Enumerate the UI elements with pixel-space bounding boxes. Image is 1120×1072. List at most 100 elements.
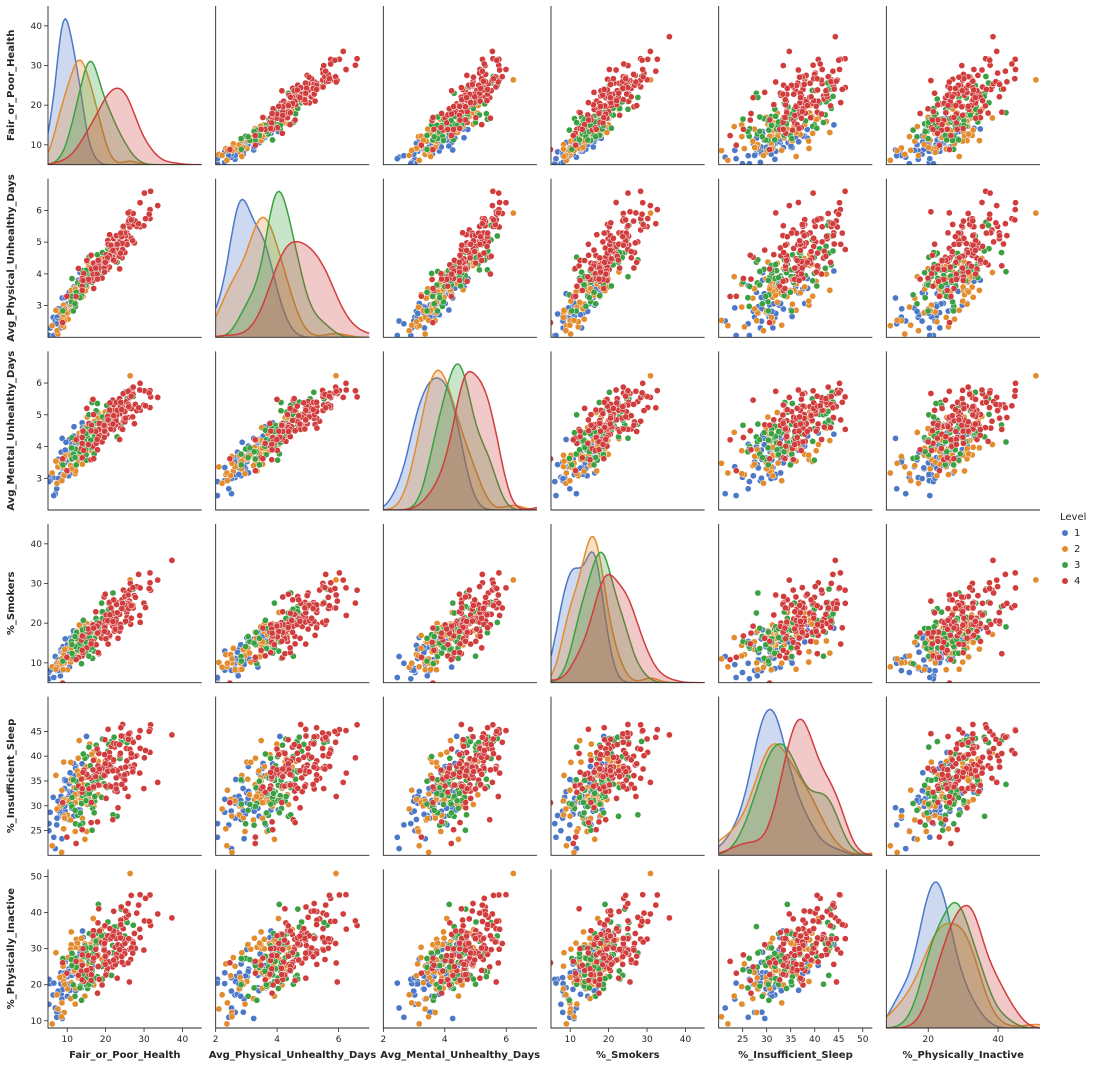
scatter-group [711,870,889,1027]
xtick-label: 20 [100,1035,112,1045]
xtick-label: 50 [857,1035,869,1045]
legend-title: Level [1060,512,1086,523]
panel-r5-c5: 20 40 %_Physically_Inactive [886,869,1040,1061]
xtick-label: 2 [213,1035,219,1045]
panel-r2-c4 [711,343,889,510]
scatter-group [46,870,175,1027]
scatter-group [887,343,1039,498]
panel-r1-c4 [711,167,889,348]
scatter-group [205,343,381,498]
ytick-label: 4 [36,270,42,280]
scatter-group [547,167,672,348]
panel-r3-c4 [711,524,889,686]
legend-swatch [1062,530,1068,536]
xtick-label: 45 [833,1035,844,1045]
xtick-label: 35 [785,1035,796,1045]
panel-r5-c2: 246Avg_Mental_Unhealthy_Days [380,869,545,1061]
ytick-label: 10 [31,659,43,669]
scatter-group [547,343,672,498]
xtick-label: 10 [61,1035,73,1045]
panel-r3-c1 [205,524,381,686]
x-axis-label: %_Insufficient_Sleep [738,1050,852,1061]
pairplot-figure: 10203040Fair_or_Poor_Health3456Avg_Physi… [0,0,1120,1072]
panel-r5-c3: 10 20 30 40 %_Smokers [547,869,704,1061]
panel-r4-c3 [547,680,704,863]
x-axis-label: %_Physically_Inactive [902,1050,1024,1061]
scatter-group [205,557,381,686]
legend-swatch [1062,546,1068,552]
xtick-label: 4 [274,1035,280,1045]
ytick-label: 35 [31,777,42,787]
scatter-group [46,680,175,863]
scatter-group [887,34,1039,167]
pairplot-svg: 10203040Fair_or_Poor_Health3456Avg_Physi… [0,0,1120,1072]
xtick-label: 40 [680,1035,692,1045]
legend: Level1234 [1060,512,1086,587]
scatter-group [887,680,1039,863]
xtick-label: 30 [761,1035,773,1045]
scatter-group [394,167,545,348]
panel-r3-c2 [383,524,544,686]
xtick-label: 40 [177,1035,189,1045]
scatter-group [711,167,889,348]
scatter-group [887,557,1039,686]
scatter-group [711,343,889,498]
scatter-group [46,343,175,498]
panel-r1-c3 [547,167,704,348]
xtick-label: 30 [138,1035,150,1045]
xtick-label: 40 [992,1035,1004,1045]
panel-r3-c3 [551,524,705,683]
xtick-label: 40 [809,1035,821,1045]
scatter-group [547,34,672,167]
panel-r4-c4 [719,697,873,856]
scatter-group [711,557,889,686]
y-axis-label: %_Smokers [6,572,17,636]
panel-r1-c2 [383,167,544,348]
ytick-label: 20 [31,101,43,111]
ytick-label: 10 [31,141,43,151]
panel-r5-c1: 2 4 6 Avg_Physical_Unhealthy_Days [205,869,381,1061]
panel-r4-c1 [205,680,381,863]
ytick-label: 5 [36,411,42,421]
scatter-group [547,870,672,1027]
scatter-group [711,34,889,167]
ytick-label: 3 [36,302,42,312]
ytick-label: 40 [31,752,43,762]
scatter-group [394,870,545,1027]
panel-r0-c5 [886,6,1040,167]
panel-r2-c2 [383,351,537,510]
y-axis-label: Fair_or_Poor_Health [6,30,17,141]
ytick-label: 5 [36,238,42,248]
legend-item-label: 2 [1074,544,1080,555]
scatter-group [46,167,175,348]
x-axis-label: Avg_Physical_Unhealthy_Days [209,1050,377,1061]
x-axis-label: Fair_or_Poor_Health [69,1050,180,1061]
x-axis-label: %_Smokers [596,1050,660,1061]
xtick-label: 20 [603,1035,615,1045]
x-axis-label: Avg_Mental_Unhealthy_Days [380,1050,540,1061]
ytick-label: 30 [31,945,43,955]
xtick-label: 20 [923,1035,935,1045]
scatter-group [205,680,381,863]
ytick-label: 30 [31,580,43,590]
ytick-label: 6 [36,379,42,389]
ytick-label: 50 [31,873,43,883]
scatter-group [394,557,545,686]
scatter-group [547,680,672,863]
scatter-group [205,870,381,1027]
y-axis-label: %_Insufficient_Sleep [6,719,17,833]
panel-r2-c0: 3456Avg_Mental_Unhealthy_Days [6,343,202,510]
xtick-label: 6 [336,1035,342,1045]
panel-r5-c4: 253035404550%_Insufficient_Sleep [711,869,889,1061]
xtick-label: 30 [641,1035,653,1045]
panel-r0-c4 [711,6,889,167]
y-axis-label: Avg_Physical_Unhealthy_Days [6,174,17,342]
panel-r5-c0: 1020304050%_Physically_Inactive10203040F… [6,869,202,1061]
xtick-label: 6 [503,1035,509,1045]
panel-r0-c3 [547,6,704,167]
xtick-label: 10 [564,1035,576,1045]
ytick-label: 20 [31,619,43,629]
ytick-label: 40 [31,909,43,919]
ytick-label: 25 [31,827,42,837]
scatter-group [394,680,545,863]
